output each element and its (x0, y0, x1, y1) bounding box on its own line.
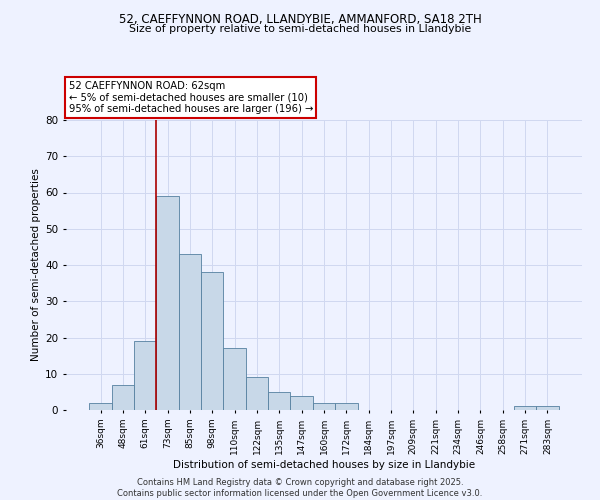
Bar (157, 196, 179, 410)
Text: 52 CAEFFYNNON ROAD: 62sqm
← 5% of semi-detached houses are smaller (10)
95% of s: 52 CAEFFYNNON ROAD: 62sqm ← 5% of semi-d… (68, 81, 313, 114)
Bar (536, 406, 559, 410)
X-axis label: Distribution of semi-detached houses by size in Llandybie: Distribution of semi-detached houses by … (173, 460, 475, 469)
Bar (179, 254, 201, 410)
Bar (514, 406, 536, 410)
Y-axis label: Number of semi-detached properties: Number of semi-detached properties (31, 168, 41, 362)
Bar (134, 341, 157, 410)
Bar (268, 392, 290, 410)
Bar (290, 396, 313, 410)
Bar (223, 348, 246, 410)
Bar (335, 403, 358, 410)
Bar (313, 403, 335, 410)
Bar (89, 403, 112, 410)
Bar (201, 272, 223, 410)
Text: Size of property relative to semi-detached houses in Llandybie: Size of property relative to semi-detach… (129, 24, 471, 34)
Bar (246, 378, 268, 410)
Text: 52, CAEFFYNNON ROAD, LLANDYBIE, AMMANFORD, SA18 2TH: 52, CAEFFYNNON ROAD, LLANDYBIE, AMMANFOR… (119, 12, 481, 26)
Bar (112, 384, 134, 410)
Text: Contains HM Land Registry data © Crown copyright and database right 2025.
Contai: Contains HM Land Registry data © Crown c… (118, 478, 482, 498)
